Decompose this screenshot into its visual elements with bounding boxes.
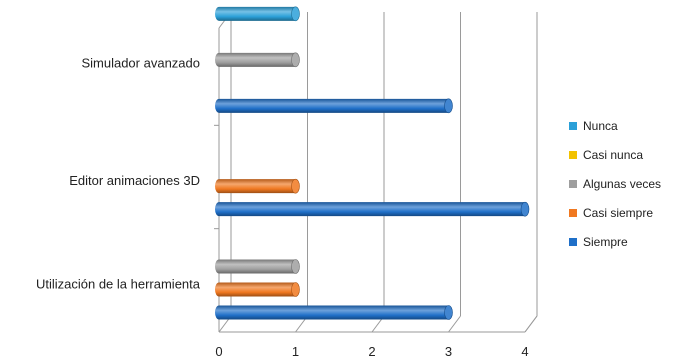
category-label-editor-animaciones-3d: Editor animaciones 3D	[69, 173, 200, 188]
bar-body	[215, 6, 300, 21]
legend-swatch	[569, 238, 577, 246]
bar-simulador-avanzado-siempre	[215, 98, 453, 114]
x-tick-label: 1	[292, 344, 299, 359]
legend-label: Nunca	[583, 119, 618, 133]
bar-cap	[291, 282, 300, 297]
legend-item-casi-siempre: Casi siempre	[569, 206, 653, 220]
bar-utilizacion-de-la-herramienta-algunas-veces	[215, 259, 300, 274]
bar-editor-animaciones-3d-siempre	[215, 201, 530, 217]
legend-label: Casi siempre	[583, 206, 653, 220]
bar-editor-animaciones-3d-casi-siempre	[215, 178, 300, 194]
bar-body	[215, 202, 529, 217]
bar-body	[215, 305, 453, 320]
bar-simulador-avanzado-nunca	[215, 6, 300, 22]
legend-label: Siempre	[583, 235, 628, 249]
bars	[215, 6, 530, 320]
bar-cap	[291, 178, 300, 194]
legend-item-nunca: Nunca	[569, 119, 618, 133]
bar-body	[215, 282, 300, 297]
x-tick-label: 4	[521, 344, 528, 359]
legend-item-algunas-veces: Algunas veces	[569, 177, 661, 191]
legend-swatch	[569, 151, 577, 159]
bar-cap	[291, 6, 300, 22]
bar-body	[215, 52, 300, 67]
grid	[218, 12, 538, 333]
legend-swatch	[569, 209, 577, 217]
x-tick-label: 2	[368, 344, 375, 359]
category-label-utilizacion-de-la-herramienta: Utilización de la herramienta	[36, 276, 201, 291]
bar-cap	[444, 305, 453, 320]
bar-body	[215, 259, 300, 274]
bar-utilizacion-de-la-herramienta-casi-siempre	[215, 282, 300, 297]
bar-body	[215, 98, 453, 113]
floor-gridline	[448, 315, 461, 333]
x-tick-label: 0	[215, 344, 222, 359]
bar-cap	[291, 52, 300, 68]
bar-utilizacion-de-la-herramienta-siempre	[215, 305, 453, 320]
floor-right-edge	[524, 315, 538, 333]
legend-swatch	[569, 122, 577, 130]
category-label-simulador-avanzado: Simulador avanzado	[81, 56, 200, 71]
legend: Nunca Casi nunca Algunas veces Casi siempre…	[569, 119, 661, 249]
legend-label: Algunas veces	[583, 177, 661, 191]
legend-swatch	[569, 180, 577, 188]
legend-item-siempre: Siempre	[569, 235, 628, 249]
x-tick-label: 3	[445, 344, 452, 359]
x-tick-labels: 0 1 2 3 4	[215, 344, 528, 359]
legend-item-casi-nunca: Casi nunca	[569, 148, 643, 162]
bar-simulador-avanzado-algunas-veces	[215, 52, 300, 68]
bar-body	[215, 179, 300, 194]
bar-cap	[520, 201, 530, 217]
legend-label: Casi nunca	[583, 148, 643, 162]
category-labels: Simulador avanzado Editor animaciones 3D U…	[36, 56, 201, 292]
bar-cap	[291, 259, 300, 274]
bar-cap	[444, 98, 453, 114]
